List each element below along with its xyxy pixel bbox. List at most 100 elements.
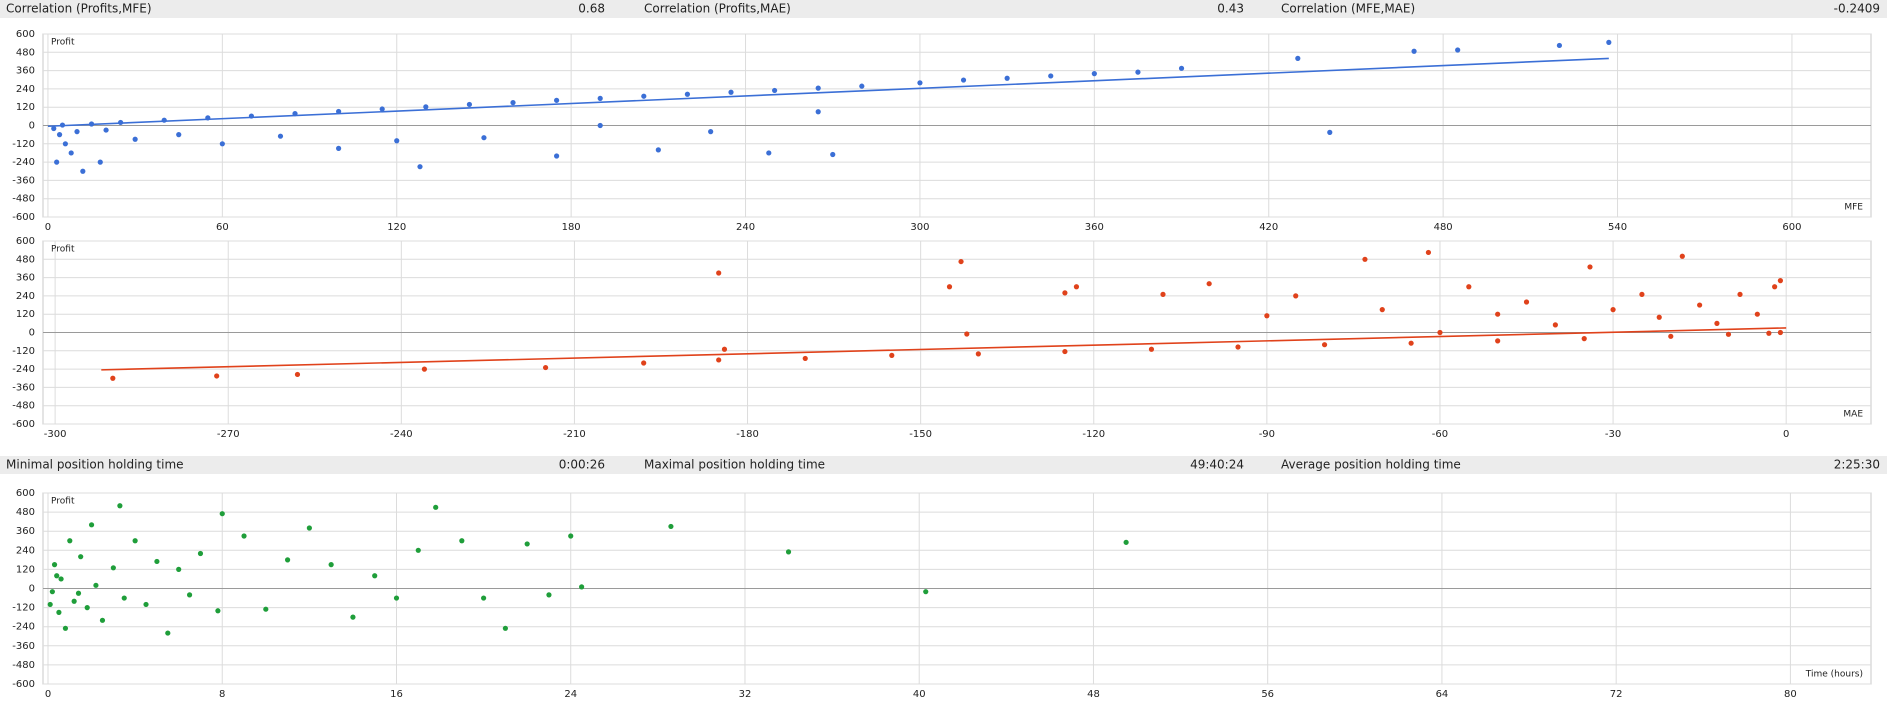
x-tick-label: 0 (1783, 429, 1789, 440)
data-point (1327, 129, 1333, 135)
stat-label: Correlation (MFE,MAE) (1281, 2, 1415, 16)
x-tick-label: 80 (1784, 689, 1797, 700)
data-point (58, 576, 64, 582)
y-tick-label: -120 (12, 139, 35, 150)
x-tick-label: 300 (910, 222, 929, 233)
data-point (1766, 330, 1772, 336)
y-tick-label: -120 (12, 346, 35, 357)
data-point (815, 85, 821, 91)
data-point (1408, 340, 1414, 346)
y-tick-label: -600 (12, 679, 35, 690)
data-point (1656, 314, 1662, 320)
x-tick-label: 48 (1087, 689, 1100, 700)
x-tick-label: 72 (1610, 689, 1623, 700)
y-tick-label: 240 (16, 291, 35, 302)
data-point (1772, 284, 1778, 290)
data-point (417, 164, 423, 170)
data-point (597, 122, 603, 129)
data-point (923, 589, 929, 595)
data-point (554, 153, 560, 159)
data-point (546, 592, 552, 598)
x-tick-label: -90 (1259, 429, 1275, 440)
data-point (99, 617, 106, 623)
data-point (481, 135, 487, 141)
data-point (56, 132, 63, 138)
data-point (1587, 264, 1593, 270)
x-tick-label: -30 (1605, 429, 1621, 440)
data-point (372, 573, 378, 579)
data-point (1148, 346, 1155, 352)
data-point (110, 565, 116, 571)
stat-label: Minimal position holding time (6, 458, 184, 472)
data-point (1714, 320, 1720, 326)
y-tick-label: -240 (12, 157, 35, 168)
data-point (1235, 344, 1241, 350)
data-point (1091, 71, 1097, 77)
data-point (433, 504, 439, 510)
data-point (132, 538, 138, 544)
x-tick-label: 56 (1261, 689, 1274, 700)
data-point (306, 525, 312, 531)
stat-label: Maximal position holding time (644, 458, 825, 472)
data-point (51, 562, 58, 568)
x-tick-label: 240 (736, 222, 755, 233)
y-tick-label: 480 (16, 507, 35, 518)
data-point (716, 357, 722, 363)
data-point (1495, 338, 1501, 344)
y-tick-label: -480 (12, 194, 35, 205)
data-point (716, 270, 722, 276)
y-tick-label: -360 (12, 382, 35, 393)
y-tick-label: -600 (12, 212, 35, 223)
x-tick-label: 600 (1782, 222, 1801, 233)
stat-value: 0.68 (578, 2, 605, 16)
data-point (415, 547, 421, 553)
data-point (958, 258, 964, 265)
data-point (379, 106, 385, 112)
x-tick-label: 540 (1608, 222, 1627, 233)
y-axis-title: Profit (51, 38, 75, 48)
x-tick-label: 120 (387, 222, 406, 233)
data-point (1362, 256, 1368, 262)
data-point (815, 109, 821, 115)
data-point (1523, 299, 1530, 305)
x-tick-label: -120 (1082, 429, 1105, 440)
x-tick-label: 480 (1434, 222, 1453, 233)
y-tick-label: -600 (12, 419, 35, 430)
data-point (84, 605, 90, 611)
x-tick-label: 24 (564, 689, 577, 700)
data-point (176, 566, 182, 573)
data-point (960, 77, 967, 83)
data-point (277, 133, 284, 139)
y-tick-label: 0 (29, 328, 35, 339)
data-point (597, 95, 603, 101)
data-point (1737, 291, 1743, 297)
data-point (1425, 249, 1432, 256)
x-tick-label: -60 (1432, 429, 1448, 440)
x-tick-label: 360 (1085, 222, 1104, 233)
data-point (132, 136, 138, 142)
data-point (350, 614, 356, 620)
stats-bar (0, 456, 1887, 474)
data-point (215, 608, 221, 614)
data-point (51, 125, 57, 132)
data-point (88, 522, 95, 528)
data-point (1437, 329, 1443, 336)
y-tick-label: 360 (16, 273, 35, 284)
data-point (143, 601, 149, 608)
data-point (336, 145, 342, 151)
data-point (1754, 311, 1760, 317)
data-point (459, 538, 465, 544)
data-point (1123, 539, 1129, 545)
stats-bar (0, 0, 1887, 18)
data-point (1062, 348, 1068, 355)
data-point (1552, 322, 1558, 328)
data-point (97, 159, 103, 165)
data-point (74, 129, 80, 135)
data-point (668, 523, 674, 530)
data-point (423, 104, 429, 110)
data-point (1206, 281, 1212, 287)
data-point (62, 625, 69, 631)
data-point (830, 151, 836, 158)
